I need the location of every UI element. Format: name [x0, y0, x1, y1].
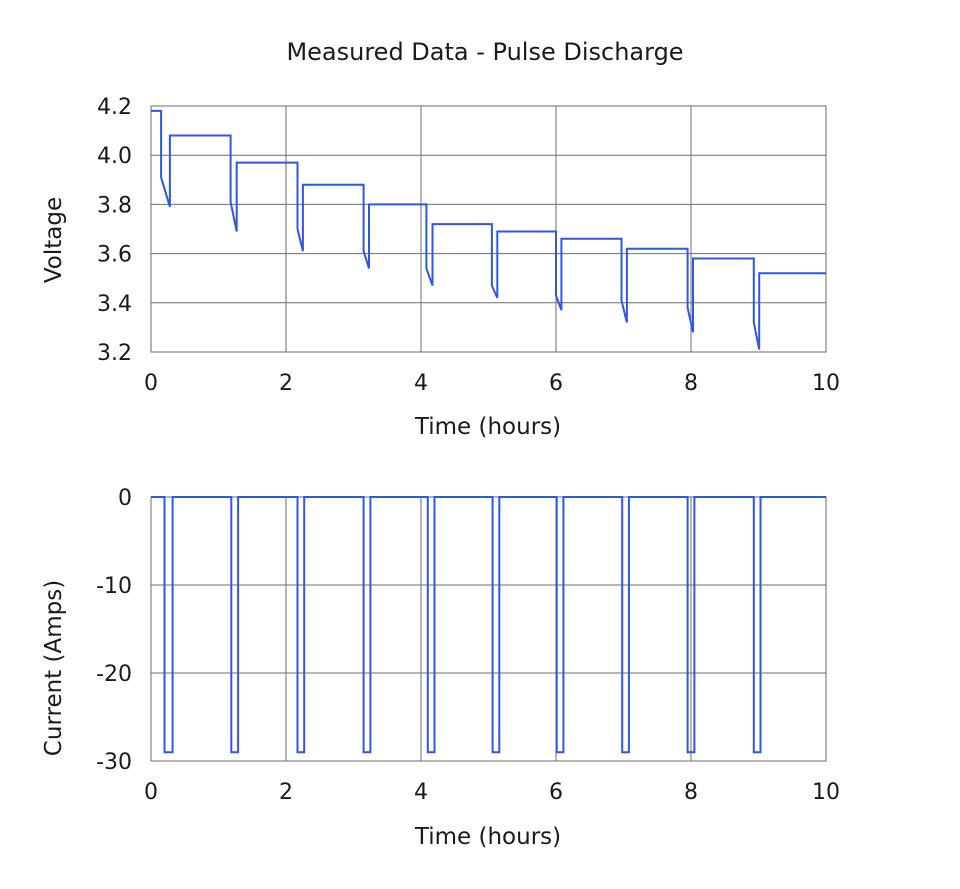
current-x-ticks: 0 2 4 6 8 10 [144, 780, 840, 805]
voltage-x-tick-label: 8 [684, 371, 698, 396]
voltage-x-tick-label: 6 [549, 371, 563, 396]
current-x-axis-label: Time (hours) [414, 824, 561, 850]
current-x-tick-label: 4 [414, 780, 428, 805]
voltage-y-tick-label: 3.6 [97, 243, 132, 268]
current-y-tick-label: -10 [96, 574, 132, 599]
current-series-line [151, 496, 826, 754]
current-plot: 0 2 4 6 8 10 -30 -20 -10 0 Time (hours) Current … [41, 486, 840, 850]
current-x-tick-label: 2 [279, 780, 293, 805]
chart-title: Measured Data - Pulse Discharge [286, 38, 683, 66]
voltage-plot: 0 2 4 6 8 10 3.23.43.63.84.04.2 Time (hours) … [41, 95, 840, 440]
current-x-tick-label: 0 [144, 780, 158, 805]
voltage-x-tick-label: 10 [812, 371, 840, 396]
current-y-ticks: -30 -20 -10 0 [96, 486, 132, 775]
voltage-series-line [151, 109, 826, 350]
current-y-tick-label: 0 [118, 486, 132, 511]
voltage-grid [150, 105, 827, 353]
current-plot-frame [150, 496, 827, 762]
voltage-y-tick-label: 3.4 [97, 292, 132, 317]
voltage-y-ticks: 3.2 3.4 3.6 3.8 4.0 4.2 [97, 95, 132, 366]
current-y-tick-label: -20 [96, 662, 132, 687]
current-x-tick-label: 10 [812, 780, 840, 805]
voltage-y-tick-label: 4.2 [97, 95, 132, 120]
voltage-plot-frame [150, 105, 827, 353]
current-x-tick-label: 8 [684, 780, 698, 805]
voltage-y-tick-label: 3.8 [97, 193, 132, 218]
current-y-tick-label: -30 [96, 750, 132, 775]
voltage-y-tick-label: 4.0 [97, 144, 132, 169]
current-y-axis-label: Current (Amps) [41, 580, 67, 756]
voltage-y-tick-label: 3.2 [97, 341, 132, 366]
voltage-y-axis-label: Voltage [41, 197, 67, 283]
voltage-x-tick-label: 0 [144, 371, 158, 396]
voltage-x-ticks: 0 2 4 6 8 10 [144, 371, 840, 396]
voltage-x-axis-label: Time (hours) [414, 414, 561, 440]
voltage-x-tick-label: 4 [414, 371, 428, 396]
voltage-x-tick-label: 2 [279, 371, 293, 396]
current-grid [150, 496, 827, 762]
current-x-tick-label: 6 [549, 780, 563, 805]
